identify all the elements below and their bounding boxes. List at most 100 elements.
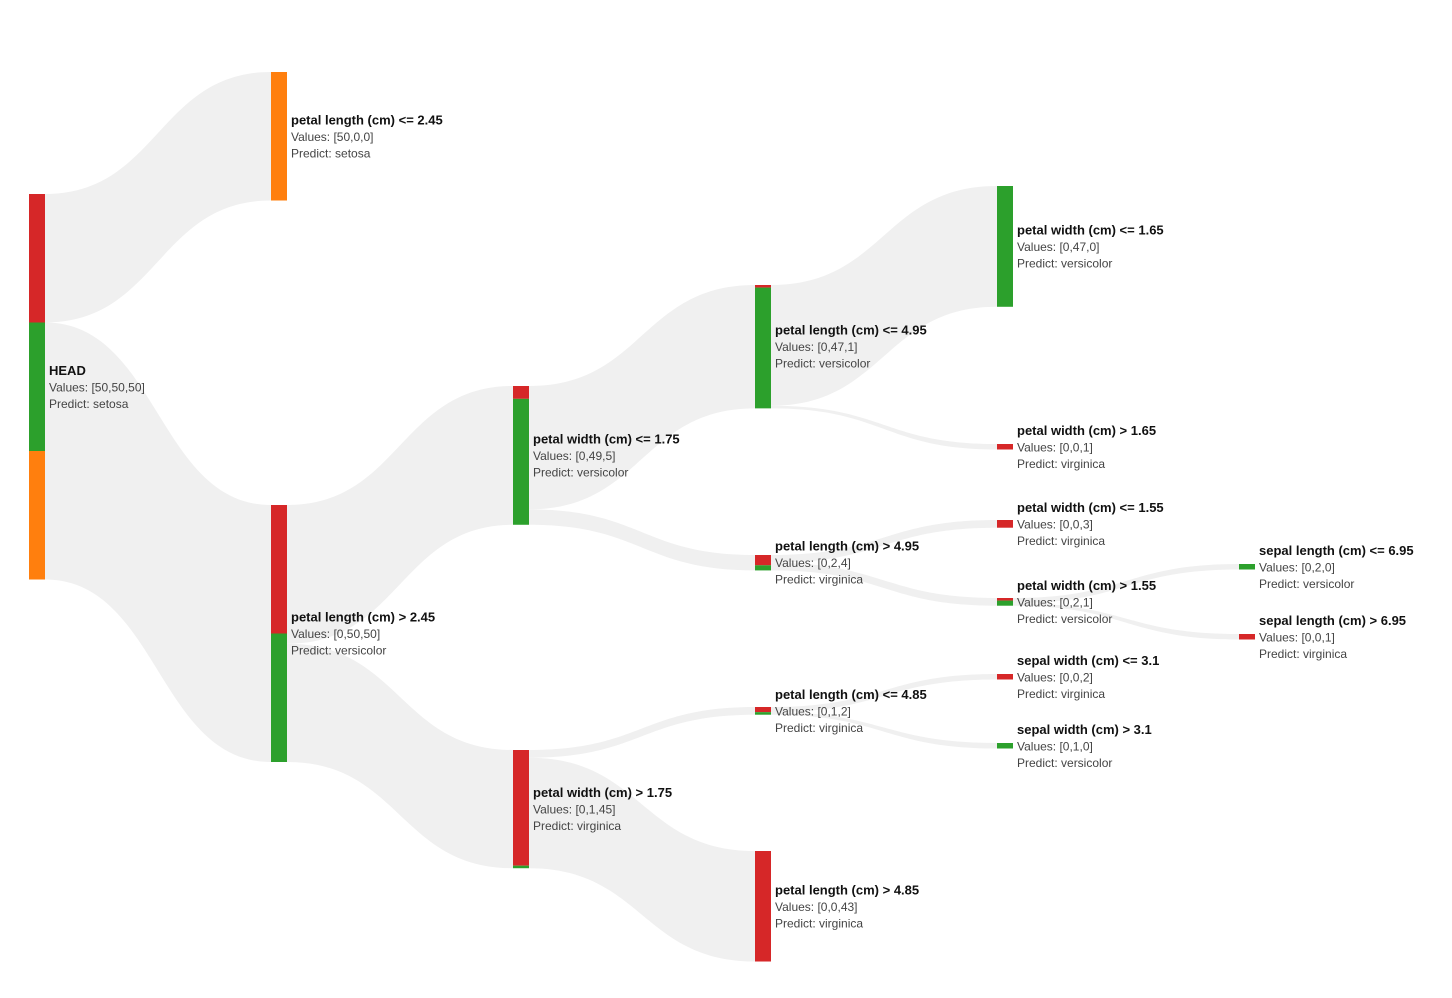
node-predict: Predict: virginica — [1017, 687, 1105, 701]
node-predict: Predict: virginica — [1017, 534, 1105, 548]
node-predict: Predict: versicolor — [775, 357, 870, 371]
node-values: Values: [0,1,0] — [1017, 739, 1093, 753]
node-values: Values: [0,49,5] — [533, 449, 616, 463]
node-values: Values: [0,1,45] — [533, 803, 616, 817]
node-n14[interactable] — [997, 743, 1013, 749]
node-predict: Predict: virginica — [533, 819, 621, 833]
link-n2-n4 — [287, 643, 513, 869]
node-predict: Predict: versicolor — [1259, 577, 1354, 591]
node-segment-versicolor — [755, 565, 771, 571]
node-n15[interactable] — [1239, 564, 1255, 570]
node-n12[interactable] — [997, 598, 1013, 606]
node-segment-versicolor — [755, 712, 771, 715]
link-n12-n16 — [1013, 603, 1239, 640]
node-segment-versicolor — [29, 322, 45, 451]
link-n5-n9 — [771, 186, 997, 406]
node-predict: Predict: versicolor — [1017, 612, 1112, 626]
node-title: petal width (cm) <= 1.65 — [1017, 222, 1164, 237]
label-n11: petal width (cm) <= 1.55 Values: [0,0,3] P… — [1017, 500, 1164, 548]
node-n4[interactable] — [513, 750, 529, 869]
node-title: petal length (cm) > 2.45 — [291, 610, 435, 625]
link-n4-n7 — [529, 707, 755, 758]
node-predict: Predict: virginica — [1017, 457, 1105, 471]
sankey-links — [45, 72, 1239, 962]
label-n9: petal width (cm) <= 1.65 Values: [0,47,0]… — [1017, 222, 1164, 270]
node-predict: Predict: versicolor — [1017, 256, 1112, 270]
node-values: Values: [0,2,1] — [1017, 595, 1093, 609]
node-n3[interactable] — [513, 386, 529, 525]
link-n7-n14 — [771, 712, 997, 749]
node-values: Values: [50,0,0] — [291, 130, 374, 144]
node-title: petal width (cm) > 1.55 — [1017, 578, 1156, 593]
link-n12-n15 — [1013, 564, 1239, 604]
node-segment-versicolor — [513, 398, 529, 525]
node-title: sepal length (cm) > 6.95 — [1259, 613, 1406, 628]
label-n5: petal length (cm) <= 4.95 Values: [0,47,1… — [775, 323, 927, 371]
node-title: sepal length (cm) <= 6.95 — [1259, 543, 1414, 558]
node-values: Values: [0,2,0] — [1259, 560, 1335, 574]
node-n9[interactable] — [997, 186, 1013, 307]
node-title: petal length (cm) <= 4.95 — [775, 323, 927, 338]
node-segment-virginica — [1239, 634, 1255, 640]
node-title: petal length (cm) > 4.85 — [775, 882, 919, 897]
node-predict: Predict: versicolor — [1017, 756, 1112, 770]
label-n10: petal width (cm) > 1.65 Values: [0,0,1] Pr… — [1017, 423, 1156, 471]
node-segment-versicolor — [1239, 564, 1255, 570]
node-n10[interactable] — [997, 444, 1013, 450]
link-n7-n13 — [771, 674, 997, 713]
node-n6[interactable] — [755, 555, 771, 571]
label-n2: petal length (cm) > 2.45 Values: [0,50,50… — [291, 610, 435, 658]
node-values: Values: [0,47,1] — [775, 340, 858, 354]
node-values: Values: [0,0,1] — [1259, 630, 1335, 644]
link-n3-n5 — [529, 285, 755, 510]
node-n13[interactable] — [997, 674, 1013, 680]
node-segment-virginica — [997, 520, 1013, 528]
node-segment-virginica — [755, 707, 771, 713]
node-n5[interactable] — [755, 285, 771, 409]
node-predict: Predict: versicolor — [533, 465, 628, 479]
node-values: Values: [0,0,43] — [775, 900, 858, 914]
node-predict: Predict: virginica — [775, 916, 863, 930]
node-predict: Predict: virginica — [775, 573, 863, 587]
node-n11[interactable] — [997, 520, 1013, 528]
label-n8: petal length (cm) > 4.85 Values: [0,0,43]… — [775, 882, 919, 930]
node-n16[interactable] — [1239, 634, 1255, 640]
node-values: Values: [0,0,1] — [1017, 440, 1093, 454]
node-values: Values: [0,47,0] — [1017, 240, 1100, 254]
label-n12: petal width (cm) > 1.55 Values: [0,2,1] Pr… — [1017, 578, 1156, 626]
node-values: Values: [0,50,50] — [291, 627, 380, 641]
link-n5-n10 — [771, 405, 997, 450]
node-values: Values: [0,0,2] — [1017, 670, 1093, 684]
node-segment-virginica — [997, 444, 1013, 450]
label-n14: sepal width (cm) > 3.1 Values: [0,1,0] Pre… — [1017, 722, 1152, 770]
node-segment-setosa — [271, 72, 287, 201]
node-title: petal length (cm) <= 4.85 — [775, 687, 927, 702]
node-segment-virginica — [997, 598, 1013, 601]
node-title: sepal width (cm) <= 3.1 — [1017, 653, 1159, 668]
node-values: Values: [50,50,50] — [49, 380, 145, 394]
node-segment-virginica — [755, 285, 771, 288]
link-head-n2 — [45, 322, 271, 762]
label-n16: sepal length (cm) > 6.95 Values: [0,0,1] P… — [1259, 613, 1406, 661]
node-segment-virginica — [271, 505, 287, 634]
node-title: petal length (cm) <= 2.45 — [291, 112, 443, 127]
node-segment-versicolor — [755, 287, 771, 409]
node-segment-virginica — [755, 555, 771, 566]
sankey-nodes — [29, 72, 1255, 962]
node-n1[interactable] — [271, 72, 287, 201]
node-n8[interactable] — [755, 851, 771, 962]
node-n2[interactable] — [271, 505, 287, 762]
node-title: petal width (cm) <= 1.75 — [533, 431, 680, 446]
node-segment-versicolor — [997, 186, 1013, 307]
node-segment-virginica — [29, 194, 45, 323]
node-segment-virginica — [513, 750, 529, 866]
node-head[interactable] — [29, 194, 45, 580]
node-title: petal width (cm) <= 1.55 — [1017, 500, 1164, 515]
link-n4-n8 — [529, 757, 755, 962]
node-values: Values: [0,0,3] — [1017, 517, 1093, 531]
node-predict: Predict: setosa — [291, 146, 371, 160]
node-values: Values: [0,2,4] — [775, 556, 851, 570]
node-predict: Predict: setosa — [49, 397, 129, 411]
node-title: petal width (cm) > 1.65 — [1017, 423, 1156, 438]
node-n7[interactable] — [755, 707, 771, 715]
